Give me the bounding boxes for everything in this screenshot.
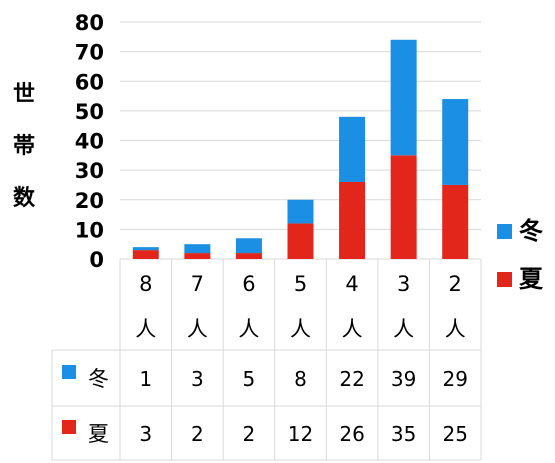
y-axis-label-char-3: 数: [12, 186, 35, 211]
y-tick-label: 40: [75, 130, 104, 154]
table-cell-winter: 8: [294, 367, 307, 391]
table-row-header-winter: 冬: [88, 367, 109, 391]
table-cell-winter: 1: [139, 367, 152, 391]
table-cell-summer: 25: [442, 422, 467, 446]
bar-summer: [132, 250, 159, 259]
bar-winter: [339, 116, 366, 182]
y-tick-label: 20: [75, 189, 104, 213]
legend-item-winter: 冬: [497, 216, 543, 246]
table-cell-summer: 2: [243, 422, 256, 446]
bar-winter: [184, 244, 211, 254]
y-tick-label: 60: [75, 70, 104, 94]
bar-summer: [184, 253, 211, 259]
y-tick-label: 10: [75, 218, 104, 242]
bar-winter: [287, 199, 314, 224]
y-tick-label: 80: [75, 11, 104, 35]
table-cell-winter: 39: [391, 367, 416, 391]
table-swatch-summer: [62, 420, 76, 434]
y-tick-label: 30: [75, 159, 104, 183]
bar-winter: [132, 247, 159, 251]
table-cell-summer: 12: [288, 422, 313, 446]
table-cell-winter: 3: [191, 367, 204, 391]
y-tick-label: 0: [89, 248, 104, 272]
legend-swatch-summer: [497, 271, 512, 287]
y-tick-label: 50: [75, 100, 104, 124]
bar-winter: [235, 238, 262, 254]
y-axis-label-char-1: 世: [12, 82, 35, 107]
table-row-header-summer: 夏: [88, 422, 109, 446]
y-tick-label: 70: [75, 41, 104, 65]
table-cell-winter: 5: [243, 367, 256, 391]
bar-winter: [442, 99, 469, 185]
table-cell-summer: 3: [139, 422, 152, 446]
table-cell-winter: 22: [339, 367, 364, 391]
table-cell-summer: 35: [391, 422, 416, 446]
legend-swatch-winter: [497, 223, 512, 239]
bar-summer: [390, 155, 417, 259]
legend-label-summer: 夏: [519, 265, 543, 293]
y-axis-label-char-2: 帯: [12, 134, 35, 159]
table-swatch-winter: [62, 365, 76, 379]
legend-item-summer: 夏: [497, 264, 543, 294]
bar-summer: [339, 181, 366, 259]
legend-label-winter: 冬: [519, 217, 543, 245]
table-cell-summer: 26: [339, 422, 364, 446]
table-cell-winter: 29: [442, 367, 467, 391]
table-cell-summer: 2: [191, 422, 204, 446]
bar-summer: [442, 184, 469, 259]
bar-summer: [235, 253, 262, 259]
bar-winter: [390, 39, 417, 156]
bar-summer: [287, 223, 314, 259]
